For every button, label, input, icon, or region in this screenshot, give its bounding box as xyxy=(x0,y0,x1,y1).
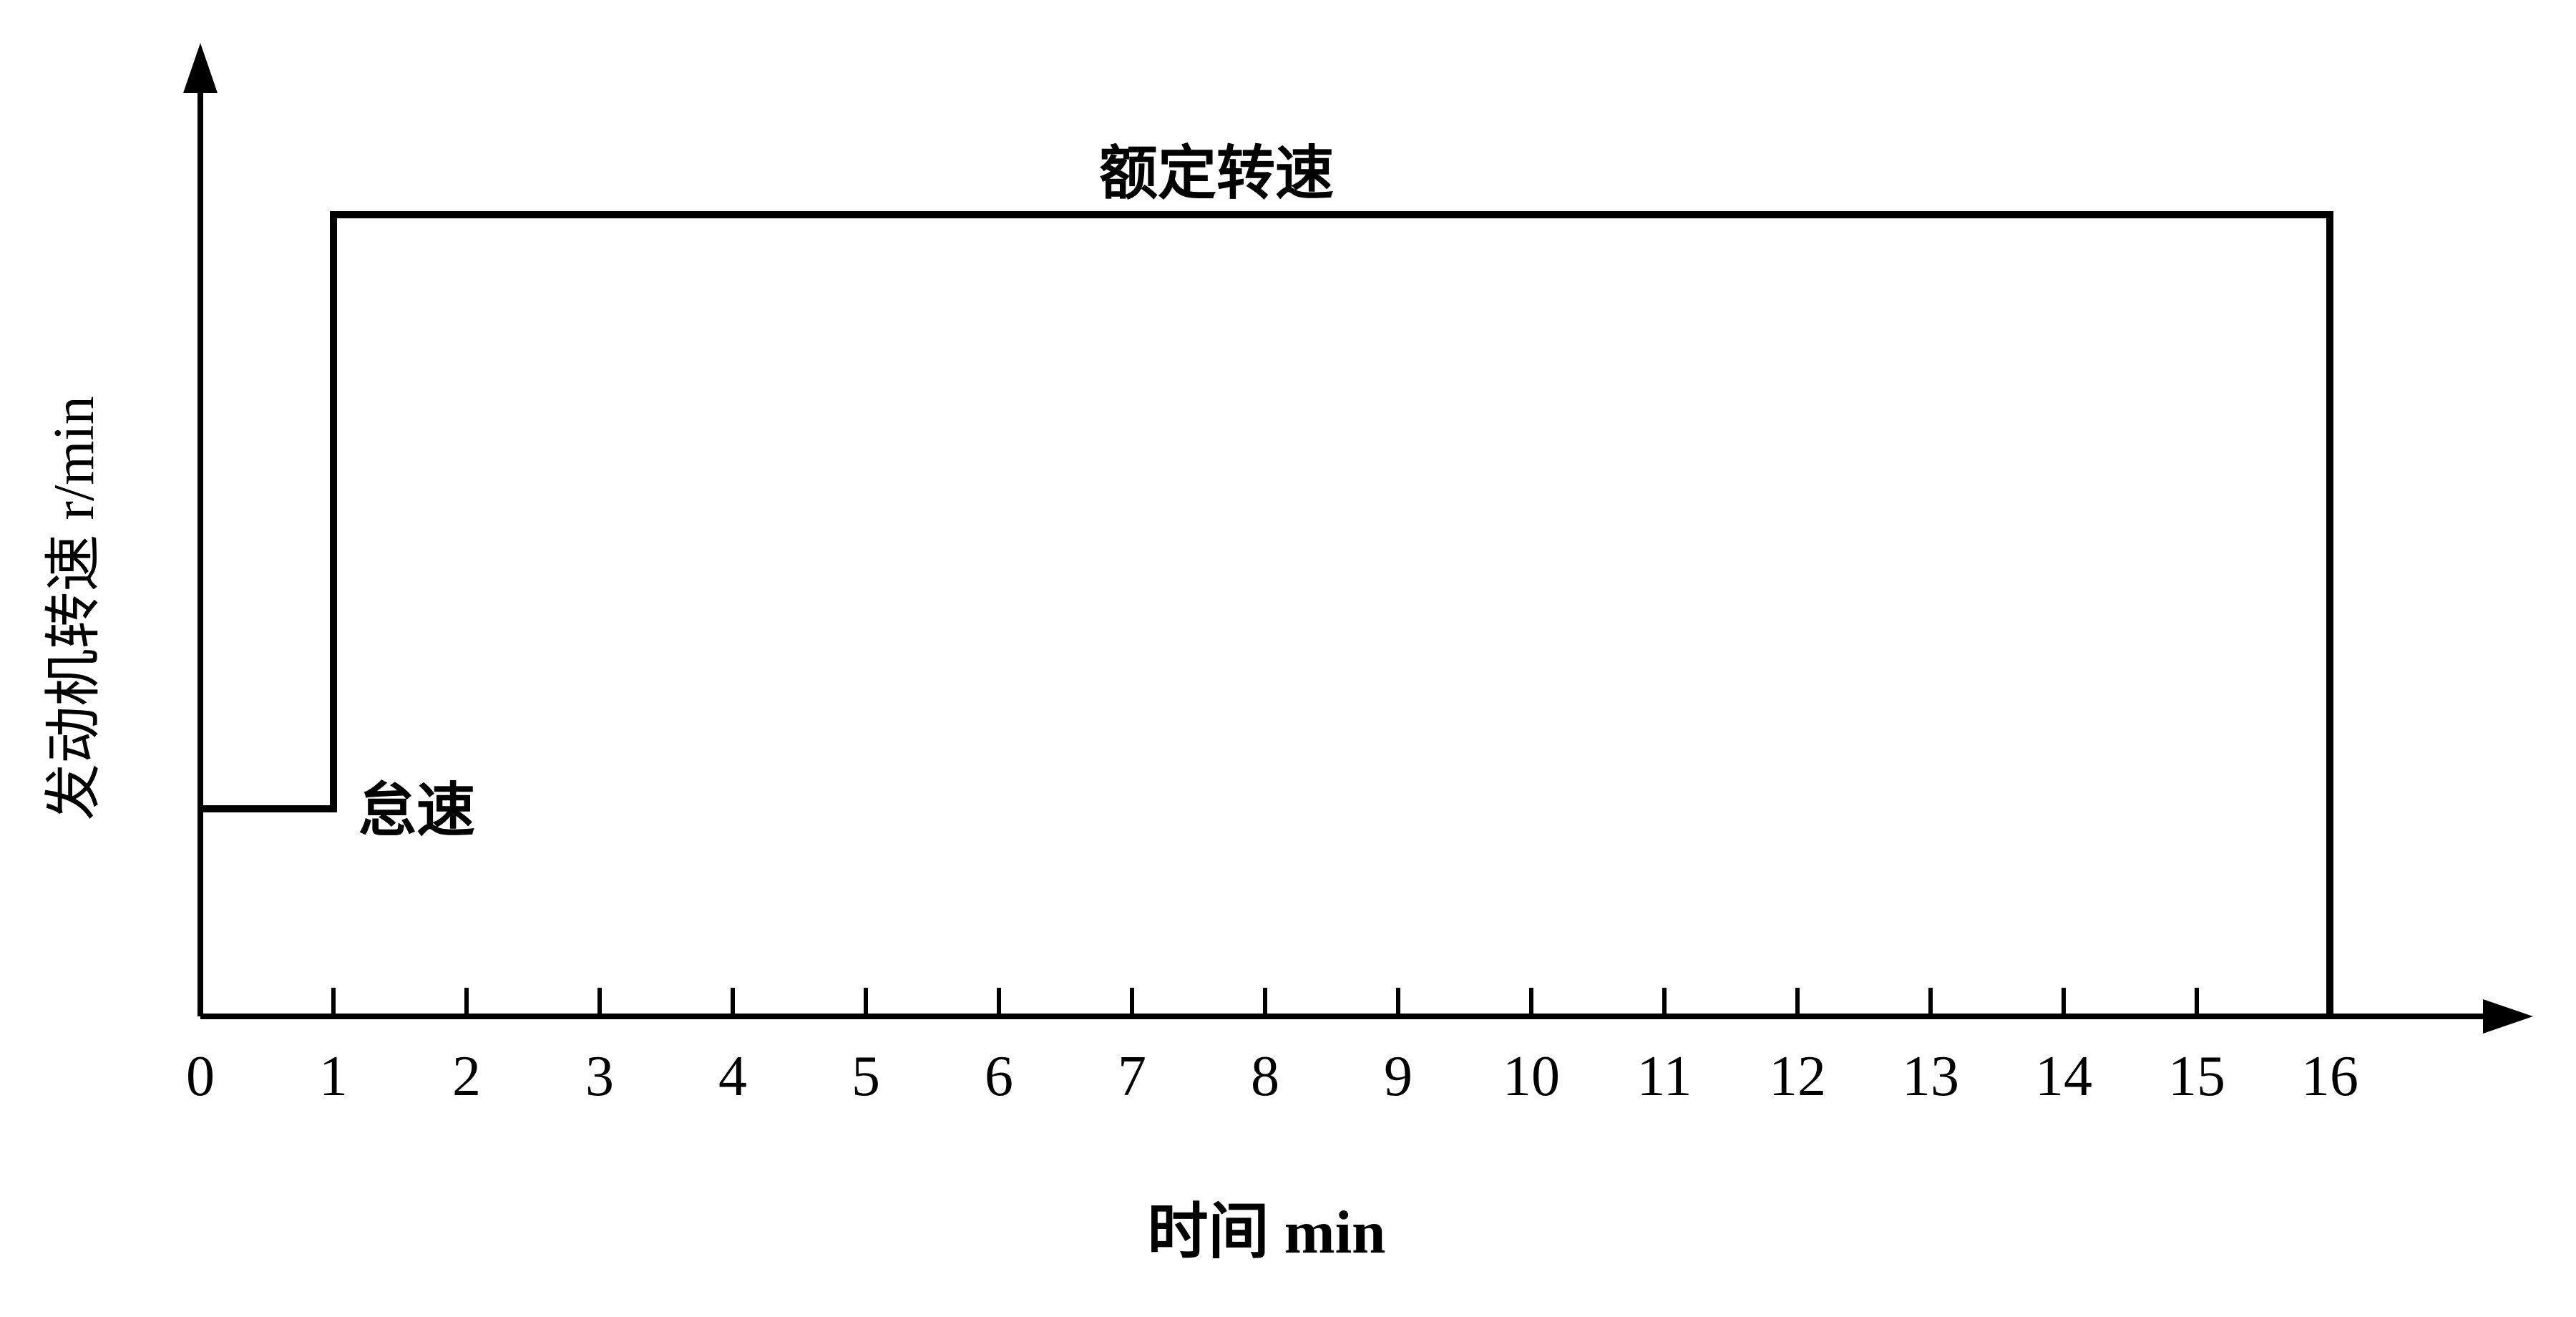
x-tick-label-9: 9 xyxy=(1384,1045,1413,1108)
y-axis-label: 发动机转速 r/min xyxy=(43,396,106,820)
x-tick-label-7: 7 xyxy=(1118,1045,1146,1108)
x-tick-labels: 0 1 2 3 4 5 6 7 8 9 10 11 12 13 14 15 16 xyxy=(186,1045,2358,1108)
x-tick-label-12: 12 xyxy=(1769,1045,1826,1108)
x-tick-label-1: 1 xyxy=(319,1045,348,1108)
x-tick-label-3: 3 xyxy=(585,1045,614,1108)
x-tick-label-10: 10 xyxy=(1503,1045,1560,1108)
x-tick-label-8: 8 xyxy=(1251,1045,1279,1108)
y-axis-arrow xyxy=(183,43,218,93)
x-tick-label-2: 2 xyxy=(452,1045,481,1108)
x-tick-label-6: 6 xyxy=(985,1045,1013,1108)
x-tick-label-13: 13 xyxy=(1902,1045,1959,1108)
x-ticks xyxy=(333,988,2330,1016)
chart-svg: 0 1 2 3 4 5 6 7 8 9 10 11 12 13 14 15 16… xyxy=(0,0,2576,1317)
idle-label: 怠速 xyxy=(358,778,475,843)
speed-profile-line xyxy=(200,215,2330,1016)
x-tick-label-0: 0 xyxy=(186,1045,215,1108)
x-axis-arrow xyxy=(2483,999,2533,1034)
engine-speed-chart: 0 1 2 3 4 5 6 7 8 9 10 11 12 13 14 15 16… xyxy=(0,0,2576,1317)
x-axis-label: 时间 min xyxy=(1148,1199,1386,1266)
x-tick-label-4: 4 xyxy=(718,1045,747,1108)
x-tick-label-14: 14 xyxy=(2035,1045,2092,1108)
x-tick-label-16: 16 xyxy=(2301,1045,2358,1108)
rated-label: 额定转速 xyxy=(1099,141,1334,206)
x-tick-label-15: 15 xyxy=(2168,1045,2225,1108)
x-tick-label-11: 11 xyxy=(1636,1045,1692,1108)
x-tick-label-5: 5 xyxy=(852,1045,880,1108)
